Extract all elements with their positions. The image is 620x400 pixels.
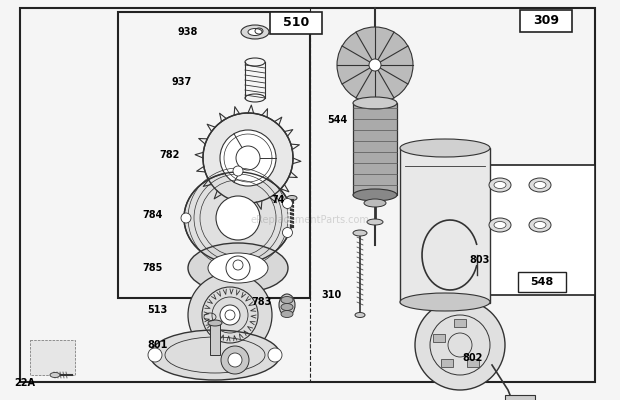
- Circle shape: [415, 300, 505, 390]
- Circle shape: [220, 130, 276, 186]
- Ellipse shape: [489, 178, 511, 192]
- Ellipse shape: [400, 293, 490, 311]
- Circle shape: [221, 346, 249, 374]
- Circle shape: [203, 113, 293, 203]
- Ellipse shape: [353, 189, 397, 201]
- Ellipse shape: [400, 139, 490, 157]
- Text: 510: 510: [283, 16, 309, 30]
- Bar: [353, 103, 397, 195]
- Ellipse shape: [367, 219, 383, 225]
- Circle shape: [369, 59, 381, 71]
- Ellipse shape: [353, 230, 367, 236]
- Text: 544: 544: [327, 115, 347, 125]
- Ellipse shape: [241, 25, 269, 39]
- Ellipse shape: [208, 320, 222, 326]
- Bar: [270, 12, 322, 34]
- Bar: [518, 272, 566, 292]
- Text: 937: 937: [172, 77, 192, 87]
- Text: 513: 513: [148, 305, 168, 315]
- Text: 782: 782: [159, 150, 180, 160]
- Text: 310: 310: [322, 290, 342, 300]
- Ellipse shape: [50, 372, 60, 378]
- Bar: [400, 148, 490, 303]
- Text: 801: 801: [148, 340, 168, 350]
- Circle shape: [181, 213, 191, 223]
- Circle shape: [233, 260, 243, 270]
- Circle shape: [283, 198, 293, 208]
- Bar: [118, 12, 310, 298]
- Ellipse shape: [529, 218, 551, 232]
- Circle shape: [268, 348, 282, 362]
- Ellipse shape: [364, 199, 386, 207]
- Circle shape: [148, 348, 162, 362]
- Text: 784: 784: [143, 210, 163, 220]
- Ellipse shape: [355, 312, 365, 318]
- Bar: [441, 359, 453, 367]
- Bar: [505, 395, 535, 400]
- Bar: [30, 340, 75, 375]
- Circle shape: [220, 305, 240, 325]
- Text: 783: 783: [252, 297, 272, 307]
- Ellipse shape: [150, 330, 280, 380]
- Ellipse shape: [534, 222, 546, 228]
- Ellipse shape: [281, 310, 293, 318]
- Text: 803: 803: [469, 255, 490, 265]
- Circle shape: [188, 273, 272, 357]
- Ellipse shape: [279, 294, 295, 316]
- Circle shape: [233, 166, 243, 176]
- Ellipse shape: [248, 28, 262, 36]
- Bar: [433, 334, 445, 342]
- Bar: [470, 165, 595, 295]
- Bar: [454, 319, 466, 327]
- Text: 938: 938: [177, 27, 198, 37]
- Circle shape: [337, 27, 413, 103]
- Text: 785: 785: [143, 263, 163, 273]
- Ellipse shape: [494, 182, 506, 188]
- Text: 22A: 22A: [14, 378, 35, 388]
- Circle shape: [228, 353, 242, 367]
- Ellipse shape: [287, 196, 297, 200]
- Circle shape: [216, 196, 260, 240]
- Bar: [520, 10, 572, 32]
- Ellipse shape: [281, 304, 293, 310]
- Ellipse shape: [353, 97, 397, 109]
- Ellipse shape: [188, 243, 288, 293]
- Ellipse shape: [184, 172, 292, 264]
- Text: 309: 309: [533, 14, 559, 28]
- Text: 548: 548: [530, 277, 554, 287]
- Ellipse shape: [529, 178, 551, 192]
- Text: 802: 802: [463, 353, 483, 363]
- Bar: [467, 359, 479, 367]
- Circle shape: [283, 228, 293, 238]
- Text: 74: 74: [272, 195, 285, 205]
- Bar: [210, 323, 220, 355]
- Ellipse shape: [208, 253, 268, 283]
- Ellipse shape: [489, 218, 511, 232]
- Ellipse shape: [494, 222, 506, 228]
- Text: eReplacementParts.com: eReplacementParts.com: [250, 215, 370, 225]
- Ellipse shape: [534, 182, 546, 188]
- Ellipse shape: [281, 296, 293, 304]
